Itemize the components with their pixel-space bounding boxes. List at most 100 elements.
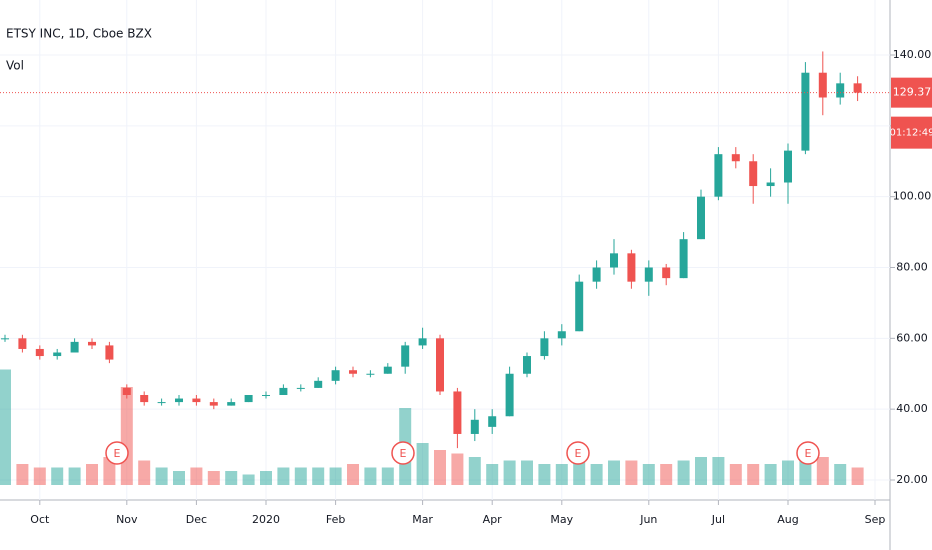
candle-body [436, 338, 444, 392]
candle-body [192, 398, 201, 403]
y-tick-label: 20.00 [896, 473, 928, 486]
volume-bar [503, 460, 516, 485]
volume-bar [782, 460, 794, 485]
volume-bar [486, 464, 499, 485]
volume-bar [816, 457, 829, 485]
volume-bar [103, 457, 116, 485]
volume-bar [851, 467, 864, 485]
candle-body [836, 83, 845, 98]
candle-body [801, 72, 810, 151]
candle-body [314, 380, 323, 388]
volume-layer [0, 369, 864, 485]
x-tick-label: Oct [30, 513, 50, 526]
volume-bar [190, 467, 203, 485]
candle-body [488, 416, 497, 427]
y-tick-label: 60.00 [896, 331, 928, 344]
overlay: E E E E 129.37 01:12:49 [0, 77, 932, 465]
volume-label: Vol [6, 59, 24, 73]
volume-bar [207, 471, 220, 485]
volume-bar [51, 467, 64, 485]
candle-body [679, 239, 688, 279]
volume-bar [747, 464, 760, 485]
candle-body [749, 161, 758, 187]
earnings-label: E [805, 447, 812, 460]
volume-bar [695, 457, 707, 485]
candle-body [227, 402, 236, 406]
candle-body [766, 182, 775, 187]
earnings-label: E [114, 447, 121, 460]
volume-bar [294, 467, 307, 485]
volume-bar [521, 460, 533, 485]
candle-body [88, 341, 96, 346]
volume-bar [712, 457, 725, 485]
candle-body [35, 348, 44, 357]
earnings-marker [796, 441, 820, 465]
candle-body [557, 331, 566, 339]
candle-body [122, 387, 131, 395]
volume-bar [434, 450, 446, 485]
candle-body [453, 391, 462, 434]
volume-bar [608, 460, 620, 485]
x-tick-label: May [550, 513, 573, 526]
price-label-box [891, 77, 932, 108]
volume-bar [242, 474, 255, 485]
candle-layer [1, 51, 862, 449]
y-tick-label: 100.00 [893, 190, 932, 203]
volume-bar [660, 464, 673, 485]
volume-bar [68, 467, 81, 485]
volume-bar [86, 464, 98, 485]
earnings-marker [566, 441, 590, 465]
y-tick-label: 140.00 [893, 48, 932, 61]
volume-bar [173, 471, 185, 485]
candle-body [731, 154, 740, 162]
candle-body [1, 338, 9, 340]
volume-bar [538, 464, 551, 485]
candle-body [540, 338, 549, 357]
candle-body [105, 345, 114, 360]
x-tick-label: Jul [711, 513, 725, 526]
candle-body [853, 83, 862, 93]
earnings-marker [391, 441, 415, 465]
volume-bar [364, 467, 377, 485]
candle-body [279, 387, 288, 395]
candle-body [610, 253, 618, 268]
volume-bar [834, 464, 847, 485]
volume-bar [33, 467, 46, 485]
candle-body [470, 419, 479, 434]
candle-body [714, 154, 723, 197]
x-tick-label: Aug [777, 513, 798, 526]
candle-body [818, 72, 827, 98]
chart-title: ETSY INC, 1D, Cboe BZX [6, 27, 152, 41]
volume-bar [642, 464, 655, 485]
earnings-marker [105, 441, 129, 465]
earnings-label: E [400, 447, 407, 460]
price-label: 129.37 [893, 86, 932, 99]
volume-bar [155, 467, 168, 485]
volume-bar [590, 464, 603, 485]
volume-bar [416, 443, 429, 485]
volume-bar [329, 467, 342, 485]
candle-body [209, 402, 218, 406]
candle-body [366, 373, 375, 375]
volume-bar [381, 467, 394, 485]
x-tick-label: Feb [326, 513, 345, 526]
volume-bar [451, 453, 464, 485]
candle-body [157, 402, 166, 404]
volume-bar [260, 471, 272, 485]
volume-bar [312, 467, 325, 485]
candle-body [175, 398, 183, 403]
x-tick-label: Nov [116, 513, 138, 526]
x-tick-label: 2020 [252, 513, 280, 526]
x-tick-label: Apr [483, 513, 503, 526]
candle-body [70, 341, 79, 353]
candle-body [575, 281, 584, 332]
volume-bar [0, 369, 11, 485]
candle-body [401, 345, 410, 367]
grid: 20.0040.0060.0080.00100.00120.00140.00Oc… [0, 0, 931, 526]
volume-bar [677, 460, 690, 485]
candle-body [592, 267, 601, 282]
y-tick-label: 80.00 [896, 261, 928, 274]
countdown: 01:12:49 [890, 128, 932, 139]
candle-body [418, 338, 427, 346]
